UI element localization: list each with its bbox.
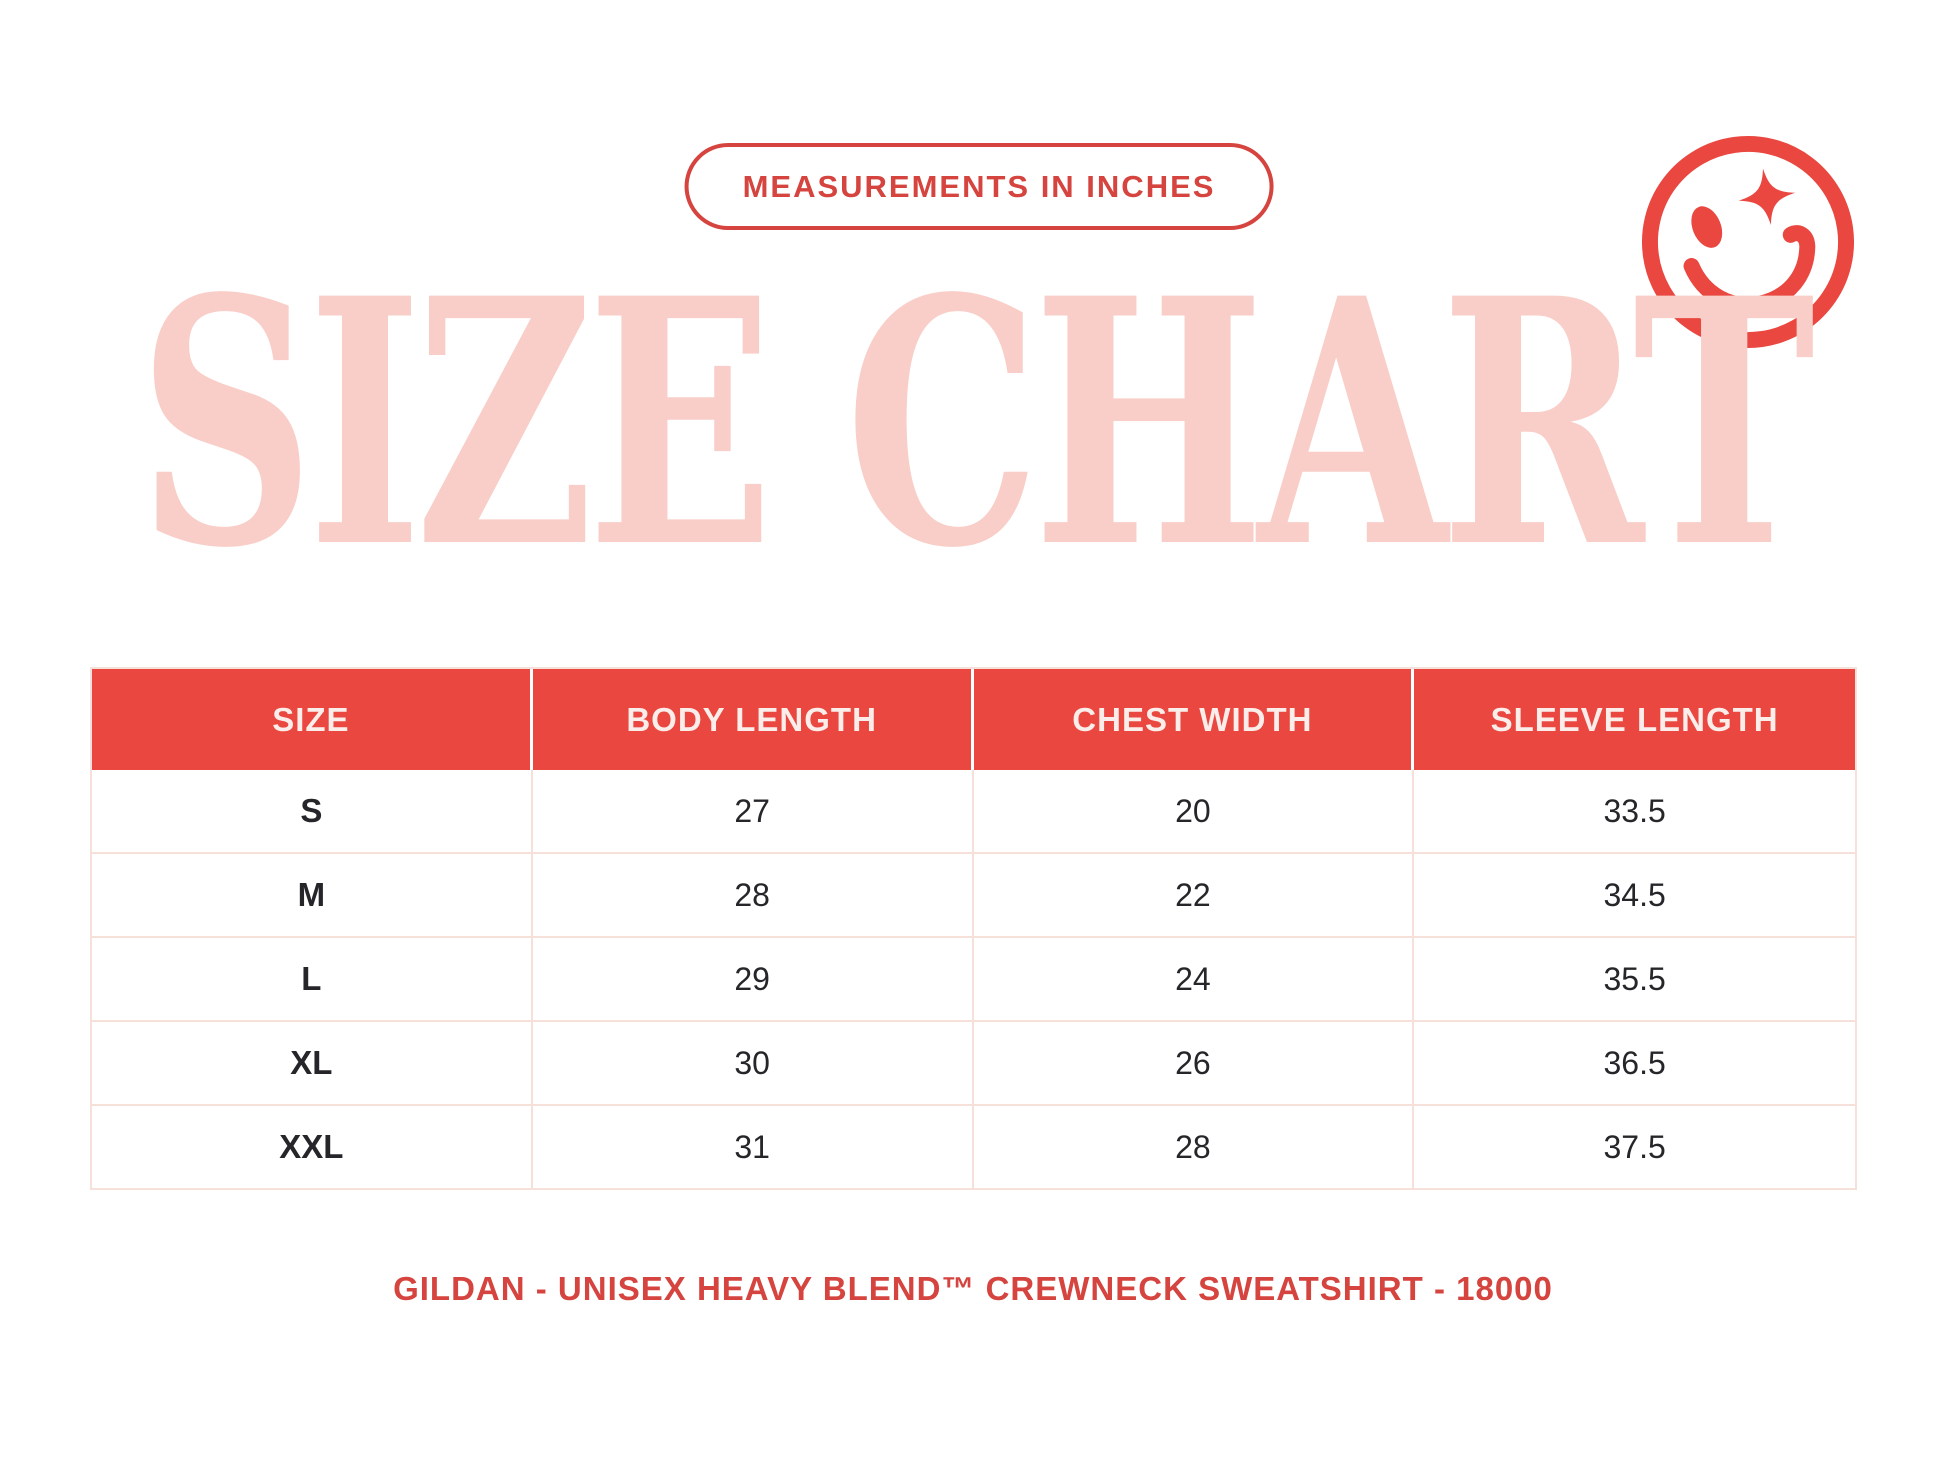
cell-sleeve-length: 33.5 bbox=[1603, 793, 1666, 829]
cell-body-length: 30 bbox=[533, 1022, 974, 1104]
cell-size: XL bbox=[92, 1022, 533, 1104]
cell-chest-width: 28 bbox=[974, 1106, 1415, 1188]
measurements-badge-label: MEASUREMENTS IN INCHES bbox=[742, 169, 1216, 204]
winking-smiley-icon bbox=[1634, 126, 1862, 358]
cell-sleeve-length: 35.5 bbox=[1603, 961, 1666, 997]
table-header-row: SIZE BODY LENGTH CHEST WIDTH SLEEVE LENG… bbox=[92, 669, 1855, 770]
cell-size: XXL bbox=[92, 1106, 533, 1188]
table-row: S 27 20 33.5 bbox=[92, 770, 1855, 852]
cell-sleeve-length: 37.5 bbox=[1603, 1129, 1666, 1165]
table-row: L 29 24 35.5 bbox=[92, 936, 1855, 1020]
header-sleeve-length: SLEEVE LENGTH bbox=[1490, 701, 1779, 738]
header-chest-width: CHEST WIDTH bbox=[974, 669, 1415, 770]
cell-body-length: 28 bbox=[533, 854, 974, 936]
cell-sleeve-length: 34.5 bbox=[1603, 877, 1666, 913]
table-row: XXL 31 28 37.5 bbox=[92, 1104, 1855, 1188]
cell-size: M bbox=[92, 854, 533, 936]
header-size: SIZE bbox=[92, 669, 533, 770]
product-name-footer: GILDAN - UNISEX HEAVY BLEND™ CREWNECK SW… bbox=[393, 1270, 1553, 1307]
cell-size: S bbox=[92, 770, 533, 852]
page-title: SIZE CHART bbox=[137, 224, 1816, 623]
cell-body-length: 29 bbox=[533, 938, 974, 1020]
measurements-badge: MEASUREMENTS IN INCHES bbox=[684, 143, 1274, 230]
cell-chest-width: 20 bbox=[974, 770, 1415, 852]
cell-sleeve-length: 36.5 bbox=[1603, 1045, 1666, 1081]
table-row: XL 30 26 36.5 bbox=[92, 1020, 1855, 1104]
header-body-length: BODY LENGTH bbox=[533, 669, 974, 770]
cell-size: L bbox=[92, 938, 533, 1020]
cell-chest-width: 26 bbox=[974, 1022, 1415, 1104]
cell-chest-width: 24 bbox=[974, 938, 1415, 1020]
cell-body-length: 31 bbox=[533, 1106, 974, 1188]
table-row: M 28 22 34.5 bbox=[92, 852, 1855, 936]
size-table: SIZE BODY LENGTH CHEST WIDTH SLEEVE LENG… bbox=[90, 667, 1857, 1190]
cell-chest-width: 22 bbox=[974, 854, 1415, 936]
cell-body-length: 27 bbox=[533, 770, 974, 852]
